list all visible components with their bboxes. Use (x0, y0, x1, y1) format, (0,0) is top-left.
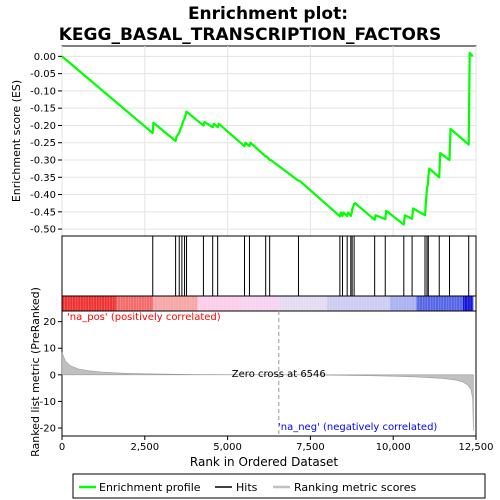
rank-y-axis-label: Ranked list metric (PreRanked) (29, 287, 42, 457)
es-y-tick-label: -0.30 (30, 156, 56, 167)
es-y-tick-label: -0.10 (30, 86, 56, 97)
ranking-metric-panel: 20 10 0 -10 -20 Zero cross at 6546 'na_pos' … (29, 287, 477, 457)
color-bar-segment (389, 296, 417, 311)
rank-color-bar (61, 296, 476, 311)
rank-y-axis-ticks: 20 10 0 -10 -20 (40, 317, 62, 435)
x-tick-label: 5,000 (213, 442, 242, 453)
color-bar-segment (116, 296, 154, 311)
hits-lines (152, 236, 470, 296)
color-bar-segment (278, 296, 327, 311)
es-y-tick-label: -0.20 (30, 121, 56, 132)
color-bar-segment (153, 296, 198, 311)
rank-y-tick-label: 10 (43, 344, 56, 355)
chart-legend: Enrichment profile Hits Ranking metric s… (72, 473, 486, 499)
legend-ranking-metric-label: Ranking metric scores (294, 481, 416, 494)
zero-cross-label: Zero cross at 6546 (232, 369, 326, 380)
es-y-tick-label: -0.25 (30, 138, 56, 149)
es-y-tick-label: -0.05 (30, 69, 56, 80)
color-bar-segment (62, 296, 117, 311)
color-bar-segment (326, 296, 390, 311)
color-bar-segment (416, 296, 463, 311)
rank-y-tick-label: -20 (40, 424, 56, 435)
chart-title-line-1: Enrichment plot: (188, 4, 348, 24)
x-tick-label: 10,000 (376, 442, 411, 453)
rank-y-tick-label: -10 (40, 397, 56, 408)
x-tick-label: 0 (59, 442, 65, 453)
es-y-tick-label: -0.40 (30, 190, 56, 201)
color-bar-segment (462, 296, 474, 311)
rank-y-tick-label: 20 (43, 317, 56, 328)
x-tick-label: 2,500 (130, 442, 159, 453)
ranking-metric-area (61, 352, 474, 431)
es-y-tick-label: 0.00 (34, 52, 56, 63)
positively-correlated-label: 'na_pos' (positively correlated) (67, 312, 221, 323)
x-axis: 0 2,500 5,000 7,500 10,000 12,500 (59, 436, 494, 453)
hits-panel (61, 235, 477, 312)
enrichment-profile-line (61, 51, 474, 226)
chart-title-line-2: KEGG_BASAL_TRANSCRIPTION_FACTORS (59, 25, 441, 45)
es-y-tick-label: -0.45 (30, 207, 56, 218)
color-bar-segment (240, 296, 279, 311)
es-y-axis-label: Enrichment score (ES) (10, 80, 23, 202)
x-axis-label: Rank in Ordered Dataset (190, 455, 338, 469)
legend-hits-label: Hits (236, 481, 258, 494)
es-plot-frame (61, 45, 477, 237)
x-tick-label: 12,500 (459, 442, 494, 453)
rank-y-tick-label: 0 (50, 370, 56, 381)
es-y-tick-label: -0.50 (30, 225, 56, 236)
es-y-axis-ticks: 0.00 -0.05 -0.10 -0.15 -0.20 -0.25 -0.30 -0.35 -… (30, 52, 62, 236)
es-y-tick-label: -0.15 (30, 104, 56, 115)
es-gridlines (61, 46, 477, 236)
x-tick-label: 7,500 (296, 442, 325, 453)
es-y-tick-label: -0.35 (30, 173, 56, 184)
legend-enrichment-profile-label: Enrichment profile (99, 481, 201, 494)
hits-frame (61, 235, 477, 297)
negatively-correlated-label: 'na_neg' (negatively correlated) (278, 422, 437, 433)
enrichment-score-panel: 0.00 -0.05 -0.10 -0.15 -0.20 -0.25 -0.30 -0.35 -… (10, 45, 477, 237)
color-bar-segment (197, 296, 241, 311)
